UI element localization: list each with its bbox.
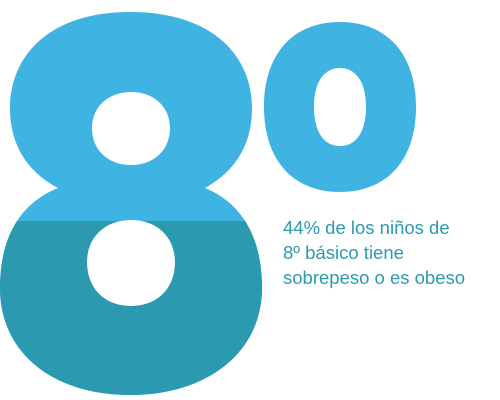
statistic-caption: 44% de los niños de 8º básico tiene sobr…	[283, 215, 498, 290]
digit-eight-shape	[0, 12, 262, 395]
caption-line: sobrepeso o es obeso	[283, 267, 466, 288]
caption-line: 44% de los niños de	[283, 217, 450, 238]
caption-line: 8º básico tiene	[283, 242, 404, 263]
ordinal-indicator-shape	[264, 22, 416, 192]
